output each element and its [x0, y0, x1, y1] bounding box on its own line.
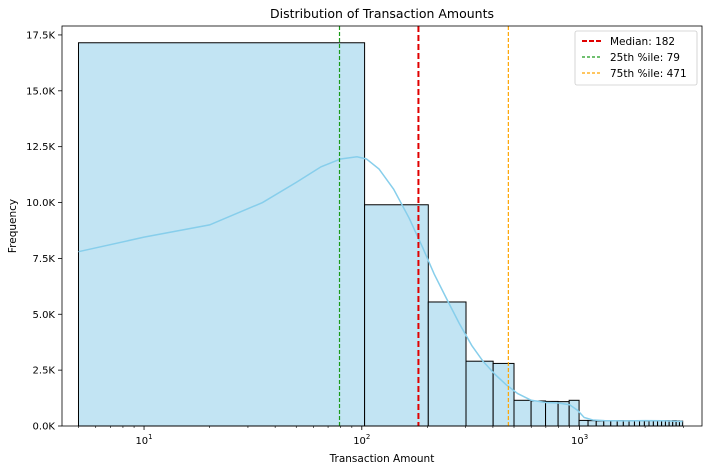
histogram-bar [513, 399, 532, 427]
histogram-bar [639, 420, 645, 427]
histogram-bar [578, 419, 589, 427]
chart-title: Distribution of Transaction Amounts [270, 6, 494, 21]
x-axis-label: Transaction Amount [329, 453, 435, 465]
histogram-bar [492, 362, 515, 427]
y-tick-label: 0.0K [33, 422, 56, 433]
histogram-bar [633, 420, 641, 427]
y-tick-label: 12.5K [26, 142, 55, 153]
legend: Median: 182 25th %ile: 79 75th %ile: 471 [574, 30, 698, 86]
histogram-bar [648, 420, 654, 427]
x-axis-ticks: 101 102 103 [78, 426, 684, 447]
histogram-bars [77, 42, 684, 427]
histogram-bar [465, 360, 494, 427]
kde-curve-layer [78, 155, 683, 423]
histogram-bar [557, 401, 570, 427]
legend-label: 75th %ile: 471 [610, 68, 687, 80]
y-tick-label: 17.5K [26, 30, 55, 41]
y-tick-label: 15.0K [26, 86, 55, 97]
histogram-bar [652, 420, 659, 427]
legend-label: 25th %ile: 79 [610, 52, 680, 64]
histogram-bar [643, 420, 650, 427]
histogram-bar [568, 399, 580, 427]
histogram-bar [587, 420, 597, 427]
x-tick-label: 102 [353, 433, 370, 447]
histogram-bar [622, 420, 630, 427]
y-axis-label: Frequency [7, 199, 19, 253]
histogram-bar [661, 420, 666, 427]
histogram-bar [595, 420, 605, 427]
histogram-bar [610, 420, 618, 427]
plot-frame [61, 25, 703, 427]
histogram-bar [545, 400, 559, 427]
x-tick-label: 103 [571, 433, 588, 447]
y-tick-label: 2.5K [33, 366, 56, 377]
histogram-bar [77, 42, 366, 427]
histogram-bar [530, 400, 547, 427]
y-tick-label: 10.0K [26, 198, 55, 209]
y-tick-label: 7.5K [33, 254, 56, 265]
legend-label: Median: 182 [610, 36, 675, 48]
y-axis-ticks: 0.0K 2.5K 5.0K 7.5K 10.0K 12.5K 15.0K 17.5K [26, 30, 62, 433]
histogram-bar [427, 301, 467, 427]
y-tick-label: 5.0K [33, 310, 56, 321]
kde-curve [78, 155, 683, 423]
reference-lines [338, 26, 509, 426]
x-tick-label: 101 [135, 433, 152, 447]
legend-frame [574, 30, 698, 86]
